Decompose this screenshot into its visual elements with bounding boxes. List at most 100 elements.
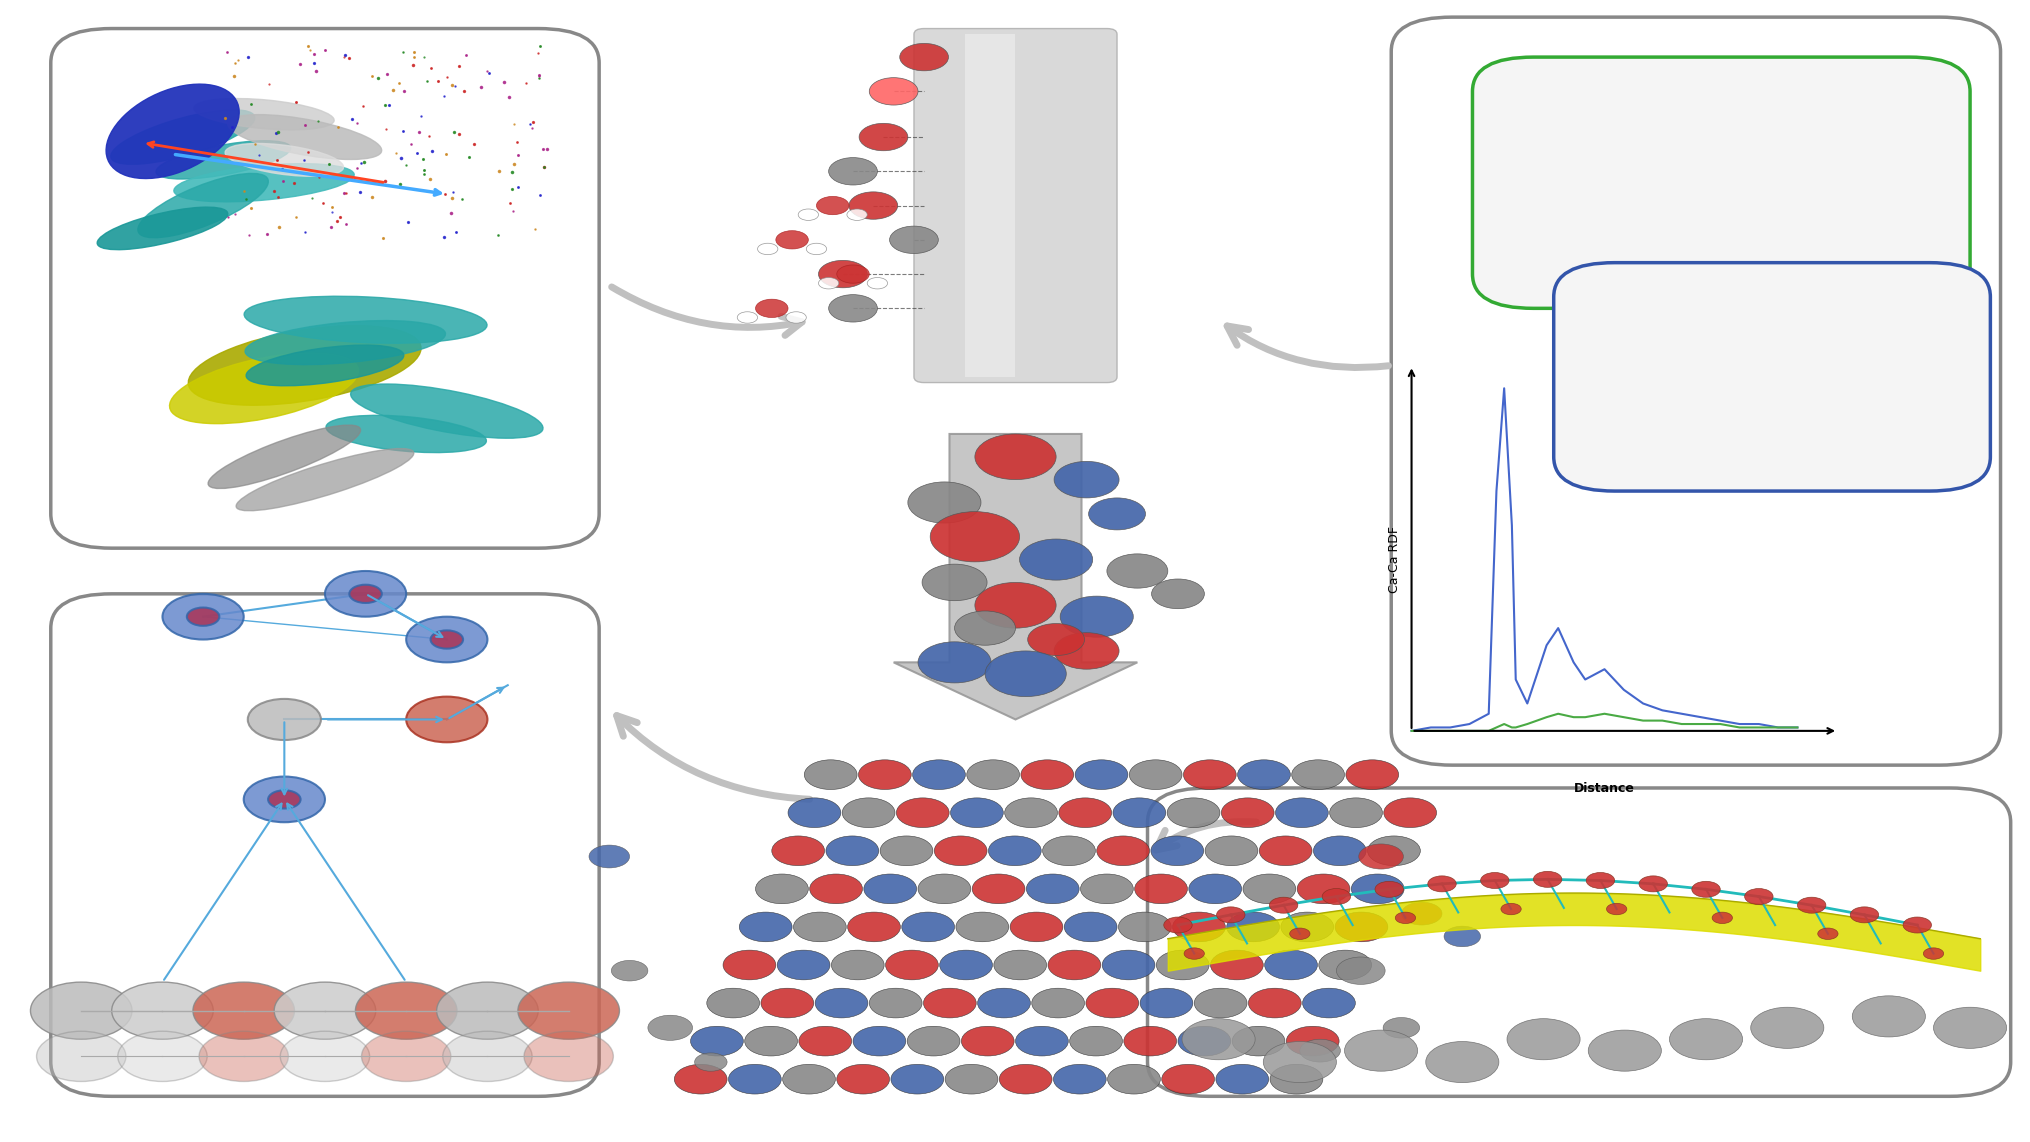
Point	[219, 204, 252, 223]
Point	[495, 180, 528, 199]
Ellipse shape	[225, 144, 343, 176]
Circle shape	[828, 158, 877, 185]
Point	[329, 184, 361, 202]
Circle shape	[761, 988, 814, 1018]
Circle shape	[1797, 898, 1825, 914]
Point	[313, 155, 345, 174]
Circle shape	[1171, 912, 1224, 942]
Circle shape	[1070, 1027, 1123, 1056]
Point	[382, 74, 414, 93]
Ellipse shape	[156, 140, 290, 179]
Point	[341, 114, 374, 132]
Circle shape	[1322, 888, 1350, 904]
Circle shape	[889, 226, 938, 254]
Point	[323, 118, 355, 136]
Circle shape	[1330, 798, 1382, 828]
Point	[499, 132, 532, 151]
Point	[233, 95, 266, 113]
Circle shape	[729, 1064, 782, 1094]
Point	[449, 82, 481, 100]
Circle shape	[960, 1027, 1013, 1056]
Text: Ca-Ca RDF: Ca-Ca RDF	[1389, 526, 1401, 593]
Circle shape	[1027, 624, 1084, 656]
Circle shape	[1183, 948, 1204, 959]
Circle shape	[863, 874, 916, 903]
Circle shape	[940, 950, 993, 980]
Ellipse shape	[112, 110, 254, 164]
Circle shape	[1167, 798, 1220, 828]
Point	[367, 96, 400, 114]
Point	[260, 151, 292, 169]
Circle shape	[786, 312, 806, 323]
Point	[231, 48, 264, 66]
Circle shape	[901, 912, 954, 942]
Point	[530, 139, 562, 158]
Point	[528, 158, 560, 176]
Circle shape	[1297, 874, 1350, 903]
Circle shape	[1851, 996, 1924, 1037]
Ellipse shape	[227, 114, 382, 160]
Circle shape	[524, 1031, 613, 1081]
Circle shape	[1922, 948, 1943, 959]
Circle shape	[1334, 912, 1386, 942]
Point	[516, 120, 548, 138]
Circle shape	[1289, 928, 1309, 940]
Circle shape	[349, 585, 382, 603]
Circle shape	[794, 912, 847, 942]
Circle shape	[1161, 1064, 1214, 1094]
Point	[386, 148, 418, 167]
Circle shape	[193, 982, 294, 1039]
Point	[518, 219, 550, 238]
Circle shape	[1054, 461, 1119, 498]
Point	[211, 208, 244, 226]
Point	[388, 42, 420, 61]
Circle shape	[859, 123, 907, 151]
Circle shape	[1382, 1018, 1419, 1038]
Circle shape	[406, 697, 487, 742]
Circle shape	[690, 1027, 743, 1056]
FancyBboxPatch shape	[51, 594, 599, 1096]
Point	[404, 107, 436, 126]
Point	[250, 225, 282, 243]
Point	[209, 108, 242, 127]
Circle shape	[755, 874, 808, 903]
Circle shape	[966, 759, 1019, 789]
Circle shape	[268, 790, 300, 809]
Circle shape	[325, 571, 406, 617]
Circle shape	[355, 982, 457, 1039]
Point	[465, 78, 497, 96]
Circle shape	[788, 798, 840, 828]
Point	[380, 144, 412, 162]
Point	[471, 63, 503, 81]
Point	[266, 171, 298, 190]
Circle shape	[818, 260, 867, 288]
Point	[296, 190, 329, 208]
Point	[315, 218, 347, 236]
Point	[522, 66, 554, 85]
Circle shape	[924, 988, 976, 1018]
Circle shape	[1151, 579, 1204, 609]
Circle shape	[1236, 759, 1289, 789]
Circle shape	[757, 243, 777, 255]
Point	[254, 75, 286, 94]
Circle shape	[406, 617, 487, 662]
Circle shape	[274, 982, 376, 1039]
Circle shape	[199, 1031, 288, 1081]
Circle shape	[895, 798, 948, 828]
Circle shape	[972, 874, 1025, 903]
Point	[438, 223, 471, 241]
Circle shape	[1350, 874, 1403, 903]
Circle shape	[745, 1027, 798, 1056]
Circle shape	[694, 1053, 727, 1071]
Circle shape	[944, 1064, 997, 1094]
Circle shape	[954, 611, 1015, 645]
Circle shape	[1064, 912, 1116, 942]
Point	[294, 41, 327, 59]
Point	[355, 188, 388, 207]
Point	[483, 162, 516, 180]
Point	[428, 87, 461, 105]
Circle shape	[1226, 912, 1279, 942]
Circle shape	[187, 608, 219, 626]
Point	[221, 51, 254, 70]
Circle shape	[1849, 907, 1878, 923]
